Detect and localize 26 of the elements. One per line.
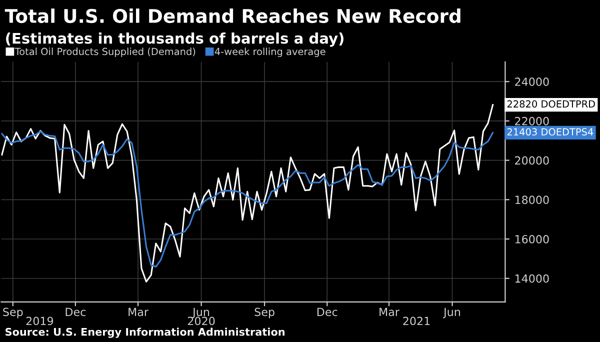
x-tick-label: Sep bbox=[254, 308, 274, 318]
y-tick-label: 16000 bbox=[515, 234, 549, 244]
x-tick-label: Jun bbox=[192, 308, 210, 318]
legend-label: Total Oil Products Supplied (Demand) bbox=[14, 48, 196, 58]
x-tick-label: Dec bbox=[317, 308, 338, 316]
line-series bbox=[1, 104, 494, 282]
x-tick-label: Sep bbox=[3, 308, 23, 318]
x2-tick-label: 2019 bbox=[26, 316, 54, 326]
x2-tick-label: 2020 bbox=[188, 316, 215, 326]
x2-tick-label: 2021 bbox=[403, 316, 430, 326]
chart-subtitle: (Estimates in thousands of barrels a day) bbox=[6, 32, 344, 47]
x-tick-label: Mar bbox=[380, 308, 400, 316]
legend-label: 4-week rolling average bbox=[214, 48, 326, 58]
y-tick-label: 20000 bbox=[515, 156, 549, 165]
y-tick-label: 14000 bbox=[515, 274, 549, 283]
annotation: 21403 DOEDTPS4 bbox=[507, 128, 594, 136]
x-tick-label: Dec bbox=[66, 308, 86, 316]
x-tick-label: Jun bbox=[443, 308, 460, 318]
y-tick-label: 24000 bbox=[515, 78, 549, 86]
x-tick-label: Mar bbox=[128, 308, 149, 316]
line-series bbox=[1, 130, 494, 268]
chart-title: Total U.S. Oil Demand Reaches New Record bbox=[4, 8, 460, 24]
source-note: Source: U.S. Energy Information Administration bbox=[6, 328, 284, 338]
y-tick-label: 18000 bbox=[515, 196, 549, 204]
annotation: 22820 DOEDTPRD bbox=[507, 100, 595, 108]
y-tick-label: 22000 bbox=[515, 116, 549, 126]
